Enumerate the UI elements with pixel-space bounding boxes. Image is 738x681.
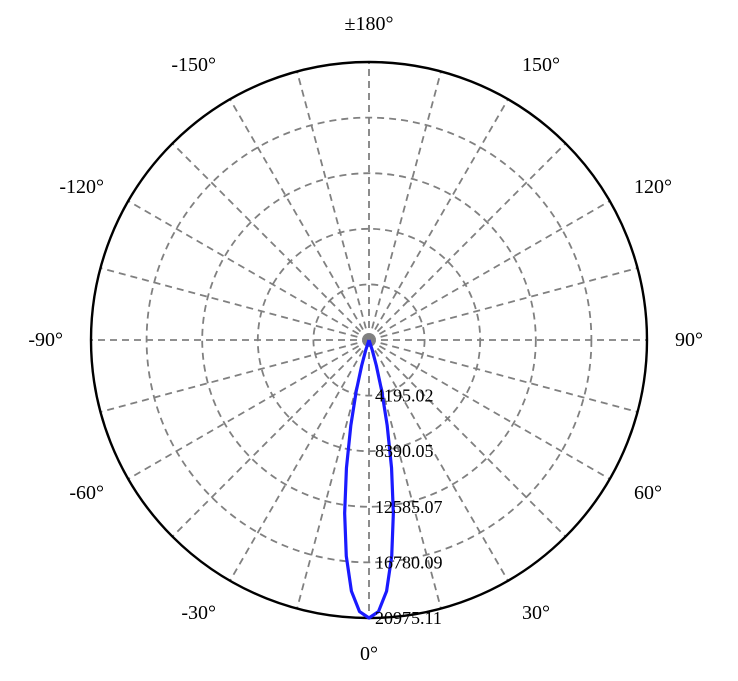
angle-label: -30°	[181, 602, 216, 624]
angle-label: 90°	[675, 329, 703, 351]
angle-label: 30°	[522, 602, 550, 624]
radial-tick-label: 4195.02	[375, 386, 434, 406]
angle-label: -120°	[59, 176, 104, 198]
angle-label: 120°	[634, 176, 672, 198]
angle-label: -90°	[28, 329, 63, 351]
angle-label: ±180°	[345, 13, 394, 35]
angle-label: 0°	[360, 643, 378, 665]
radial-tick-label: 20975.11	[375, 608, 442, 628]
radial-tick-label: 8390.05	[375, 441, 434, 461]
angle-label: 60°	[634, 482, 662, 504]
radial-tick-label: 16780.09	[375, 552, 443, 572]
radial-tick-label: 12585.07	[375, 497, 443, 517]
polar-chart: 0° 30° 60° 90° 120° 150° ±180° -150° -120° -90° -6…	[0, 0, 738, 681]
angle-label: -60°	[69, 482, 104, 504]
angle-label: 150°	[522, 54, 560, 76]
angle-label: -150°	[171, 54, 216, 76]
